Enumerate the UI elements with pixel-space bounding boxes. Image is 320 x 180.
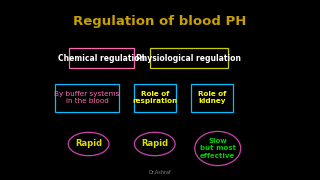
Text: Rapid: Rapid [75, 140, 102, 148]
Text: Slow
but most
effective: Slow but most effective [200, 138, 236, 159]
Text: Role of
kidney: Role of kidney [198, 91, 227, 104]
Text: Chemical regulation: Chemical regulation [58, 54, 145, 62]
Text: Rapid: Rapid [141, 140, 168, 148]
Text: Regulation of blood PH: Regulation of blood PH [73, 15, 247, 28]
Text: Physiological regulation: Physiological regulation [136, 54, 241, 62]
Text: Dr.Ashraf: Dr.Ashraf [148, 170, 172, 175]
Text: Role of
respiration: Role of respiration [132, 91, 177, 104]
Text: By buffer systems
in the blood: By buffer systems in the blood [54, 91, 120, 104]
